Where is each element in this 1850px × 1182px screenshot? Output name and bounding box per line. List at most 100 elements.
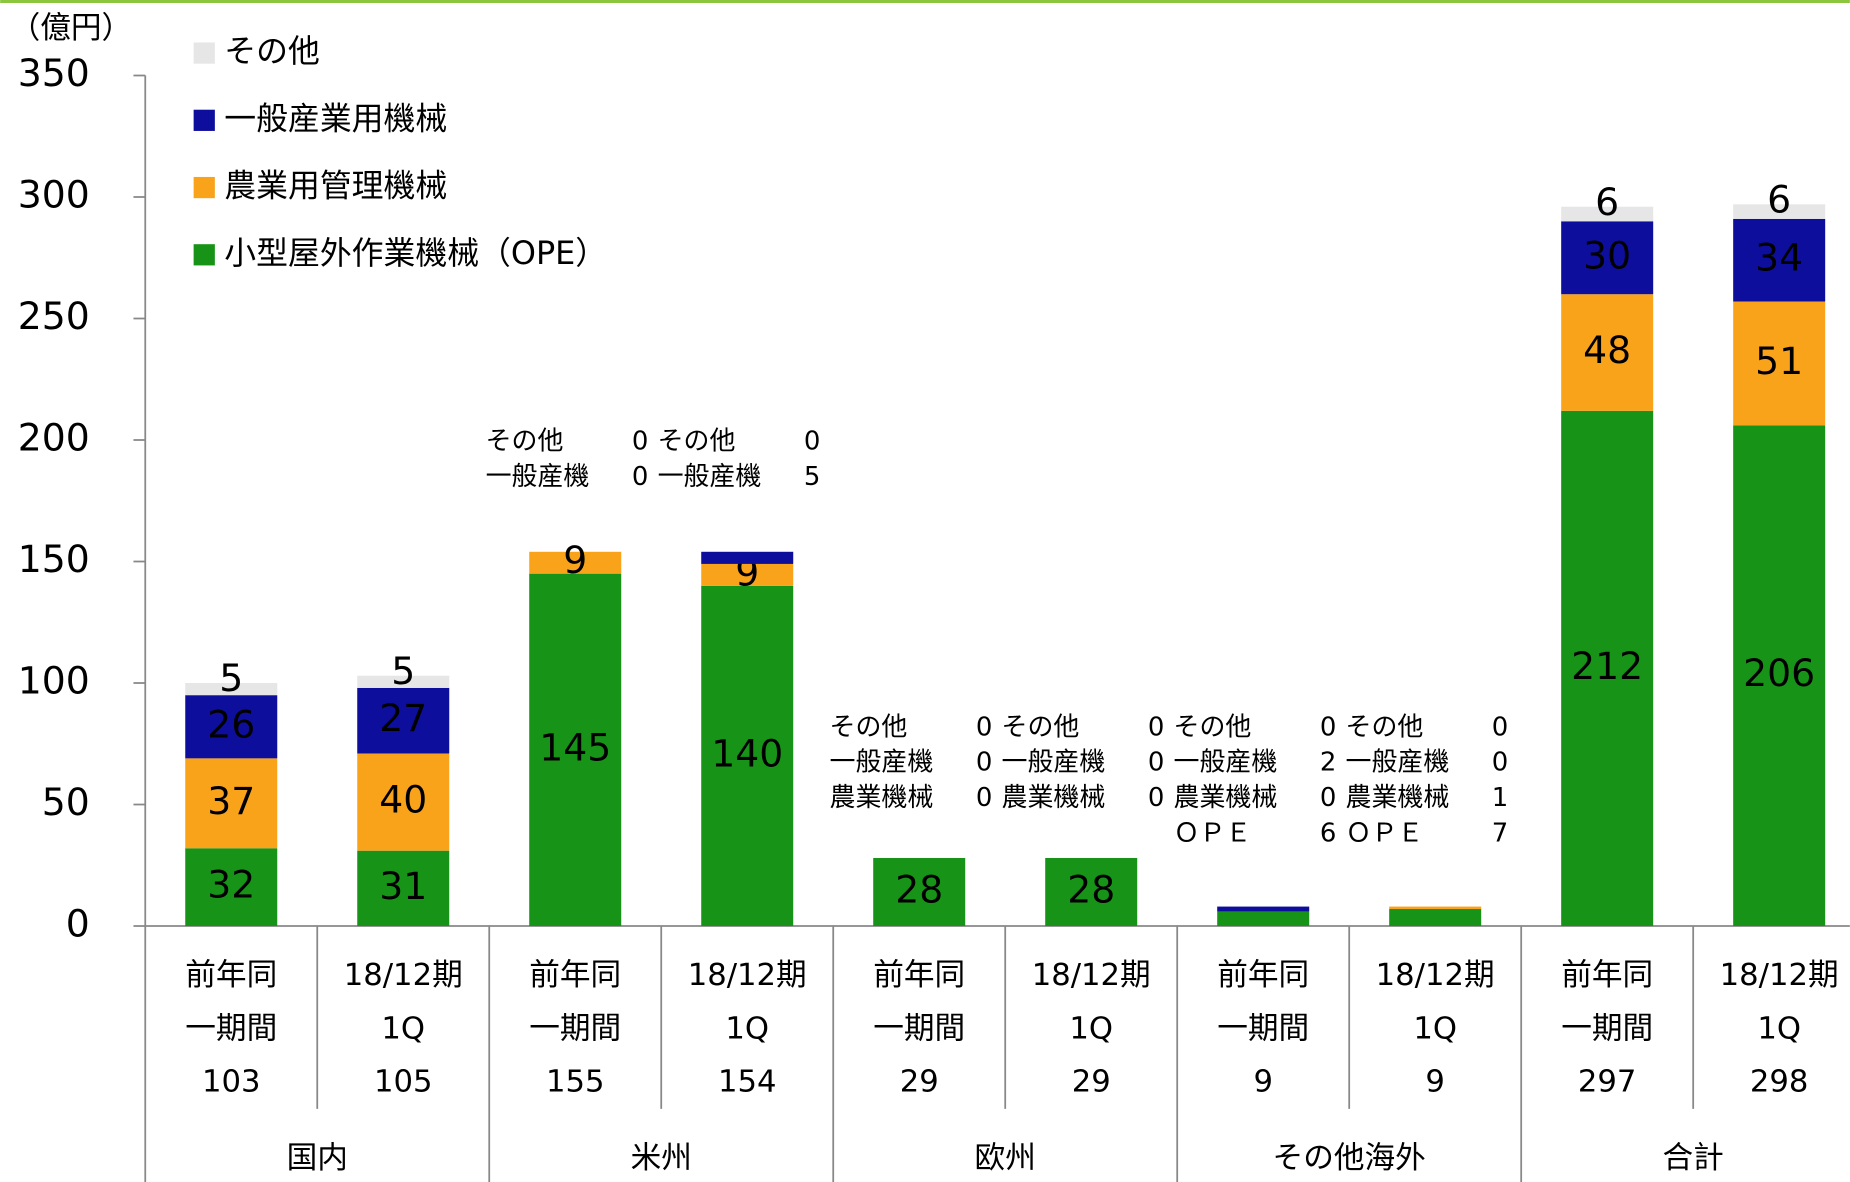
x-tick-label: 1Q: [1069, 1011, 1113, 1046]
x-tick-label: 一期間: [1561, 1011, 1653, 1046]
legend-swatch: [193, 244, 215, 266]
annotation-label: 農業機械: [830, 783, 934, 813]
bar-segment: [1045, 857, 1138, 927]
bar-segment: [357, 850, 450, 927]
bar-segment: [357, 675, 450, 688]
legend-swatch: [193, 109, 215, 131]
annotation-label: その他: [1346, 712, 1424, 742]
legend-label: その他: [224, 32, 320, 70]
x-tick-label: 9: [1425, 1064, 1445, 1099]
annotation-label: 農業機械: [1174, 783, 1278, 813]
y-tick-label: 150: [18, 537, 90, 581]
bar-segment: [1733, 204, 1826, 219]
bar-segment: [185, 695, 278, 759]
annotation-value: 5: [804, 462, 821, 492]
annotation-value: 6: [1320, 819, 1337, 849]
legend-label: 小型屋外作業機械（OPE）: [224, 234, 607, 272]
bar-segment: [1733, 425, 1826, 927]
bar-segment: [701, 551, 794, 564]
annotation-label: 一般産機: [658, 462, 762, 492]
annotation-value: 1: [1492, 783, 1509, 813]
annotation-label: 一般産機: [486, 462, 590, 492]
data-label: 145: [539, 725, 611, 769]
x-tick-label: 1Q: [1413, 1011, 1457, 1046]
annotation-value: 7: [1492, 819, 1509, 849]
x-tick-label: 18/12期: [1720, 958, 1839, 993]
legend-label: 農業用管理機械: [224, 167, 447, 205]
x-tick-label: 1Q: [725, 1011, 769, 1046]
bar-segment: [873, 857, 966, 927]
legend-label: 一般産業用機械: [224, 99, 447, 137]
annotation-label: 農業機械: [1346, 783, 1450, 813]
data-label: 212: [1571, 644, 1643, 688]
data-label: 5: [391, 649, 415, 693]
data-label: 28: [1067, 867, 1115, 911]
x-tick-label: 29: [900, 1064, 939, 1099]
y-tick-label: 250: [18, 294, 90, 338]
annotation-value: 0: [1492, 712, 1509, 742]
annotation-label: 農業機械: [1002, 783, 1106, 813]
group-label: 欧州: [975, 1141, 1036, 1176]
bar-segment: [185, 758, 278, 849]
annotation-value: 0: [976, 783, 993, 813]
bar-segment: [701, 563, 794, 586]
bar-segment: [1389, 906, 1482, 910]
bar-segment: [185, 848, 278, 927]
annotation-label: その他: [830, 712, 908, 742]
x-tick-label: 298: [1750, 1064, 1809, 1099]
x-tick-label: 103: [202, 1064, 261, 1099]
bar-segment: [1217, 906, 1310, 912]
y-tick-label: 100: [18, 659, 90, 703]
data-label: 40: [379, 778, 427, 822]
annotation-value: 0: [632, 427, 649, 457]
annotation-label: 一般産機: [1002, 748, 1106, 778]
data-label: 32: [207, 863, 255, 907]
annotation-value: 0: [976, 712, 993, 742]
annotation-value: 0: [632, 462, 649, 492]
bar-segment: [357, 687, 450, 754]
bar-segment: [529, 573, 622, 927]
group-label: 米州: [631, 1141, 692, 1176]
bar-segment: [701, 585, 794, 927]
y-tick-label: 300: [18, 173, 90, 217]
data-label: 51: [1755, 339, 1803, 383]
data-label: 9: [563, 538, 587, 582]
annotation-label: 一般産機: [830, 748, 934, 778]
group-label: その他海外: [1273, 1141, 1426, 1176]
annotation-label: ＯＰＥ: [1346, 819, 1424, 849]
bar-segment: [1561, 221, 1654, 295]
annotation-value: 0: [1320, 712, 1337, 742]
annotation-label: その他: [658, 427, 736, 457]
annotation-label: 一般産機: [1174, 748, 1278, 778]
data-label: 140: [711, 731, 783, 775]
unit-label: （億円）: [10, 11, 133, 46]
legend-swatch: [193, 176, 215, 199]
annotation-value: 0: [976, 748, 993, 778]
x-tick-label: 1Q: [1757, 1011, 1801, 1046]
x-tick-label: 前年同: [1217, 958, 1309, 993]
annotation-value: 0: [1492, 748, 1509, 778]
annotation-label: その他: [1174, 712, 1252, 742]
x-tick-label: 一期間: [1217, 1011, 1309, 1046]
bar-segment: [1561, 206, 1654, 222]
annotation-label: ＯＰＥ: [1174, 819, 1252, 849]
y-tick-label: 50: [42, 780, 90, 824]
x-tick-label: 297: [1578, 1064, 1637, 1099]
x-tick-label: 1Q: [381, 1011, 425, 1046]
data-label: 48: [1583, 328, 1631, 372]
x-tick-label: 18/12期: [1376, 958, 1495, 993]
annotation-value: 2: [1320, 748, 1337, 778]
data-label: 6: [1595, 180, 1619, 224]
x-tick-label: 前年同: [529, 958, 621, 993]
data-label: 27: [379, 696, 427, 740]
bar-segment: [1561, 410, 1654, 927]
annotation-label: 一般産機: [1346, 748, 1450, 778]
x-tick-label: 29: [1072, 1064, 1111, 1099]
group-label: 国内: [287, 1141, 348, 1176]
bar-segment: [1561, 294, 1654, 411]
annotation-value: 0: [1148, 783, 1165, 813]
x-tick-label: 18/12期: [1032, 958, 1151, 993]
x-tick-label: 154: [718, 1064, 777, 1099]
x-tick-label: 18/12期: [344, 958, 463, 993]
x-tick-label: 一期間: [873, 1011, 965, 1046]
